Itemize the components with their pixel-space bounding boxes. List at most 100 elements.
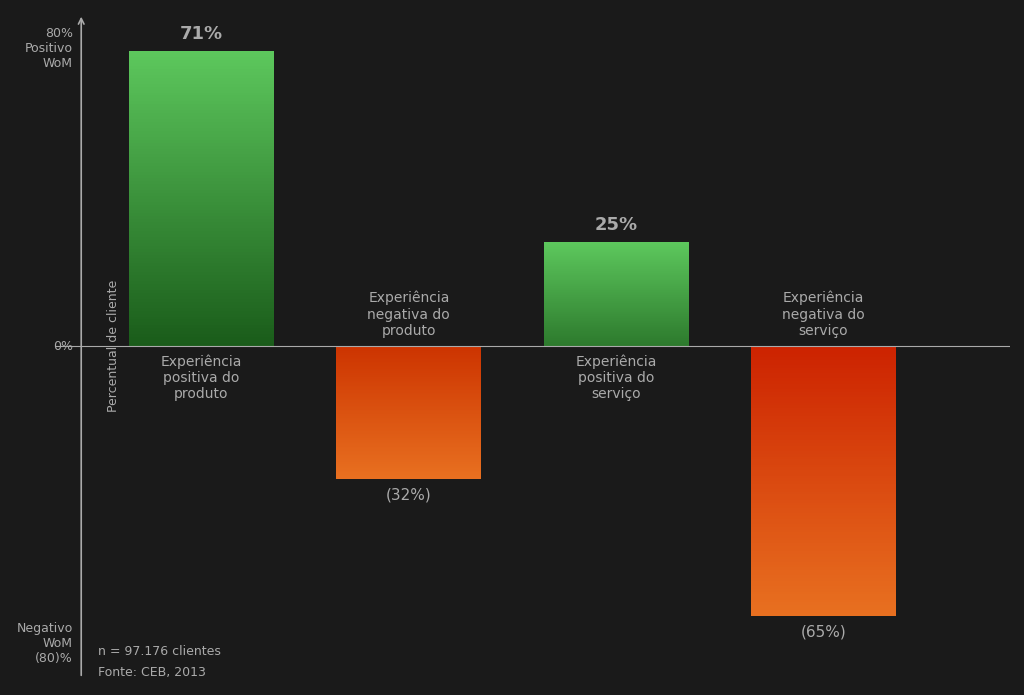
Bar xyxy=(751,538,896,540)
Bar xyxy=(751,362,896,365)
Bar xyxy=(129,325,274,328)
Bar xyxy=(751,494,896,497)
Bar xyxy=(336,434,481,435)
Bar xyxy=(129,99,274,101)
Bar xyxy=(129,133,274,137)
Bar xyxy=(751,581,896,584)
Bar xyxy=(129,128,274,131)
Bar xyxy=(751,462,896,465)
Bar xyxy=(544,252,689,254)
Bar xyxy=(751,573,896,575)
Bar xyxy=(336,451,481,452)
Bar xyxy=(336,425,481,426)
Text: Experiência
negativa do
produto: Experiência negativa do produto xyxy=(368,291,451,338)
Bar xyxy=(129,249,274,252)
Bar xyxy=(129,290,274,293)
Bar xyxy=(336,439,481,441)
Bar xyxy=(336,394,481,395)
Bar xyxy=(751,594,896,597)
Bar xyxy=(336,399,481,400)
Bar xyxy=(129,304,274,308)
Bar xyxy=(544,306,689,308)
Bar xyxy=(544,328,689,329)
Bar xyxy=(336,436,481,438)
Bar xyxy=(751,546,896,548)
Bar xyxy=(129,161,274,163)
Bar xyxy=(129,316,274,320)
Bar xyxy=(129,219,274,222)
Bar xyxy=(336,352,481,354)
Bar xyxy=(129,113,274,116)
Bar xyxy=(336,441,481,443)
Bar xyxy=(336,468,481,470)
Bar xyxy=(336,428,481,430)
Bar xyxy=(129,202,274,204)
Bar xyxy=(336,384,481,386)
Bar xyxy=(129,272,274,275)
Bar xyxy=(129,69,274,72)
Bar xyxy=(336,354,481,355)
Bar xyxy=(544,267,689,268)
Bar xyxy=(129,190,274,193)
Bar xyxy=(751,435,896,438)
Bar xyxy=(751,527,896,530)
Bar xyxy=(751,381,896,384)
Bar xyxy=(544,334,689,336)
Bar xyxy=(336,411,481,412)
Bar xyxy=(336,365,481,366)
Bar xyxy=(129,211,274,213)
Bar xyxy=(336,463,481,464)
Bar xyxy=(544,268,689,269)
Bar xyxy=(336,430,481,431)
Bar xyxy=(129,243,274,246)
Bar xyxy=(751,419,896,422)
Bar xyxy=(129,178,274,181)
Bar xyxy=(129,261,274,263)
Bar xyxy=(544,343,689,344)
Bar xyxy=(129,222,274,225)
Bar xyxy=(336,387,481,389)
Bar xyxy=(336,374,481,375)
Bar xyxy=(544,319,689,320)
Bar xyxy=(129,313,274,316)
Bar xyxy=(544,338,689,340)
Bar xyxy=(751,562,896,564)
Bar xyxy=(751,427,896,430)
Bar xyxy=(751,365,896,368)
Bar xyxy=(751,430,896,432)
Bar xyxy=(336,409,481,410)
Bar xyxy=(751,454,896,457)
Bar xyxy=(129,119,274,122)
Bar xyxy=(751,551,896,554)
Bar xyxy=(129,60,274,63)
Bar xyxy=(751,591,896,594)
Bar xyxy=(336,381,481,382)
Bar xyxy=(751,475,896,478)
Bar xyxy=(129,54,274,57)
Bar xyxy=(751,478,896,481)
Bar xyxy=(336,427,481,428)
Bar xyxy=(336,355,481,357)
Bar xyxy=(336,407,481,409)
Bar xyxy=(336,470,481,471)
Bar xyxy=(544,277,689,279)
Bar xyxy=(751,416,896,419)
Bar xyxy=(129,311,274,313)
Bar xyxy=(336,460,481,461)
Bar xyxy=(129,231,274,234)
Bar xyxy=(751,613,896,616)
Bar xyxy=(751,438,896,441)
Bar xyxy=(336,472,481,473)
Bar xyxy=(751,373,896,376)
Bar xyxy=(336,393,481,394)
Bar xyxy=(544,326,689,327)
Bar xyxy=(336,363,481,365)
Bar xyxy=(751,600,896,603)
Bar xyxy=(336,461,481,463)
Bar xyxy=(751,481,896,484)
Bar xyxy=(544,286,689,287)
Bar xyxy=(129,184,274,187)
Bar xyxy=(336,362,481,363)
Bar xyxy=(129,95,274,99)
Bar xyxy=(751,400,896,402)
